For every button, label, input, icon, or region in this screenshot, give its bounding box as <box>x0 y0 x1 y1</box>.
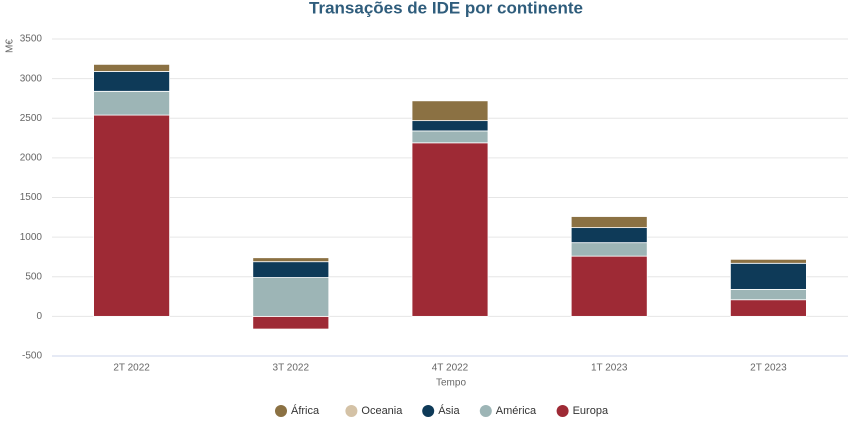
bar-segment <box>93 63 170 72</box>
bar-segment <box>252 261 330 278</box>
y-axis-label: M€ <box>5 39 16 53</box>
bar-segment <box>93 71 170 92</box>
bar-segment <box>730 289 807 301</box>
bar-segment <box>730 262 807 290</box>
bar-segment <box>570 227 648 244</box>
bar-segment <box>411 142 489 317</box>
bar-segment <box>252 277 330 317</box>
legend-text[interactable]: Ásia <box>438 404 460 417</box>
bar-segment <box>570 216 648 229</box>
y-tick-label: 0 <box>36 311 42 322</box>
y-tick-label: 1000 <box>20 232 43 243</box>
legend-text[interactable]: Oceania <box>361 405 403 417</box>
bar-segment <box>93 114 170 317</box>
y-tick-label: 3500 <box>20 34 43 45</box>
legend-marker[interactable] <box>422 405 435 417</box>
chart-title: Transações de IDE por continente <box>309 0 583 17</box>
bar-segment <box>570 255 648 317</box>
y-tick-label: 3000 <box>20 73 43 84</box>
bar-segment <box>570 242 648 257</box>
legend-marker[interactable] <box>479 405 492 417</box>
legend-marker[interactable] <box>275 405 287 417</box>
x-axis-label: Tempo <box>436 378 466 389</box>
y-tick-label: 2000 <box>20 153 43 164</box>
bar-segment <box>252 315 330 330</box>
x-tick-label: 2T 2023 <box>750 363 787 374</box>
x-tick-label: 4T 2022 <box>432 363 469 374</box>
legend-marker[interactable] <box>345 405 358 417</box>
bar-segment <box>730 299 807 317</box>
legend-marker[interactable] <box>556 405 569 417</box>
y-tick-label: 1500 <box>20 192 43 203</box>
x-tick-label: 1T 2023 <box>591 363 628 374</box>
bar-segment <box>252 257 330 263</box>
legend-text[interactable]: América <box>496 405 537 417</box>
bar-segment <box>411 130 489 144</box>
legend-text[interactable]: África <box>291 404 320 417</box>
y-tick-label: 500 <box>25 271 42 282</box>
bar-segment <box>93 90 170 116</box>
bar-segment <box>730 258 807 264</box>
legend-text[interactable]: Europa <box>573 405 609 417</box>
y-tick-label: 2500 <box>20 113 43 124</box>
x-tick-label: 2T 2022 <box>113 363 150 374</box>
x-tick-label: 3T 2022 <box>273 363 310 374</box>
y-tick-label: -500 <box>22 351 42 362</box>
bar-segment <box>411 100 489 122</box>
bar-segment <box>411 120 489 132</box>
